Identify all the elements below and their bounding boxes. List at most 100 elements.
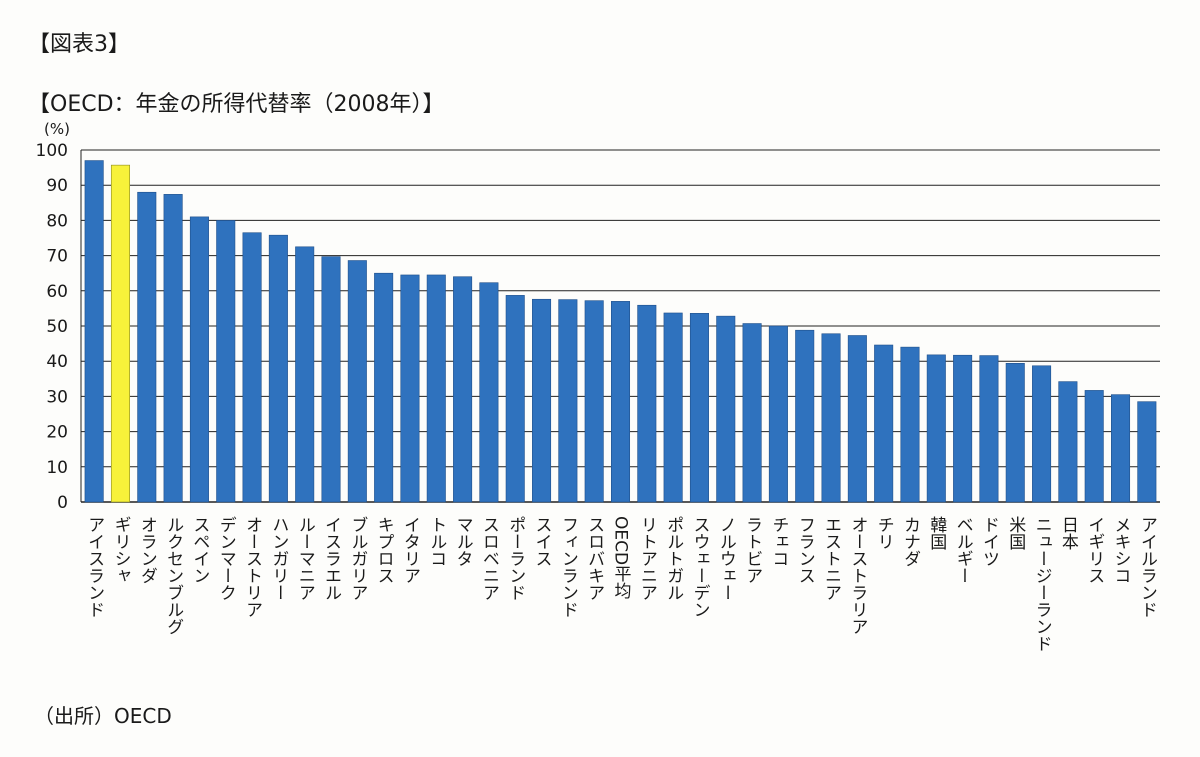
x-tick-label: ドイツ bbox=[979, 516, 999, 567]
bar bbox=[347, 260, 367, 503]
bar bbox=[1032, 365, 1052, 503]
x-tick-label: イスラエル bbox=[321, 516, 341, 601]
x-tick-label: ニュージーランド bbox=[1032, 516, 1052, 652]
bar bbox=[1137, 401, 1157, 503]
bar bbox=[953, 354, 973, 503]
x-tick-label: フランス bbox=[795, 516, 815, 584]
x-tick-label: ポルトガル bbox=[663, 516, 683, 601]
x-tick-label: ギリシャ bbox=[110, 516, 130, 584]
y-axis-unit-label: (%) bbox=[44, 120, 70, 138]
x-tick-labels: アイスランド ギリシャ オランダ ルクセンブルグ スペイン デンマーク オーストリア ハンガリ… bbox=[84, 516, 1157, 652]
bar bbox=[216, 220, 236, 503]
x-tick-label: ベルギー bbox=[953, 516, 973, 584]
bar bbox=[1111, 394, 1131, 503]
x-tick-label: ルーマニア bbox=[295, 516, 315, 601]
x-tick-label: フィンランド bbox=[558, 516, 578, 618]
y-tick-labels: 0 10 20 30 40 50 60 70 80 90 100 bbox=[36, 141, 68, 513]
bar bbox=[847, 335, 867, 503]
bar bbox=[768, 325, 788, 503]
x-tick-label: キプロス bbox=[374, 516, 394, 584]
x-tick-label: スイス bbox=[532, 516, 552, 567]
bar bbox=[189, 216, 209, 503]
x-tick-label: スロバキア bbox=[584, 516, 604, 601]
bar bbox=[479, 282, 499, 503]
bar bbox=[321, 256, 341, 503]
x-tick-label: デンマーク bbox=[216, 516, 236, 601]
bar bbox=[874, 344, 894, 503]
x-tick-label: ハンガリー bbox=[268, 516, 288, 601]
bar bbox=[295, 246, 315, 503]
x-tick-label: スペイン bbox=[189, 516, 209, 584]
bar bbox=[926, 354, 946, 503]
bar bbox=[137, 191, 157, 503]
y-tick-label: 80 bbox=[46, 211, 68, 231]
x-tick-label: マルタ bbox=[453, 516, 473, 567]
y-tick-label: 30 bbox=[46, 387, 68, 407]
x-tick-label: ルクセンブルグ bbox=[163, 516, 183, 635]
x-tick-label: オーストリア bbox=[242, 516, 262, 618]
x-tick-label: ノルウェー bbox=[716, 516, 736, 601]
bar bbox=[584, 300, 604, 503]
bar bbox=[558, 299, 578, 503]
bar bbox=[637, 304, 657, 503]
bar bbox=[795, 329, 815, 503]
y-tick-label: 90 bbox=[46, 176, 68, 196]
chart-title: 【OECD：年金の所得代替率（2008年）】 bbox=[28, 92, 445, 117]
x-tick-label: ブルガリア bbox=[347, 516, 367, 601]
x-tick-label: オランダ bbox=[137, 516, 157, 584]
y-tick-label: 50 bbox=[46, 317, 68, 337]
bar bbox=[426, 274, 446, 503]
x-tick-label: チリ bbox=[874, 516, 894, 550]
bar bbox=[453, 276, 473, 503]
source-note: （出所）OECD bbox=[34, 704, 172, 728]
y-tick-label: 70 bbox=[46, 247, 68, 267]
bar bbox=[742, 323, 762, 503]
bar bbox=[532, 298, 552, 503]
x-tick-label: 米国 bbox=[1005, 516, 1026, 550]
bar bbox=[110, 164, 130, 503]
y-tick-label: 20 bbox=[46, 423, 68, 443]
y-tick-label: 60 bbox=[46, 282, 68, 302]
x-tick-label: OECD平均 bbox=[611, 516, 632, 600]
x-tick-label: チェコ bbox=[768, 516, 788, 567]
bar bbox=[663, 312, 683, 503]
bar bbox=[821, 333, 841, 503]
bar-layer bbox=[84, 160, 1157, 503]
x-tick-label: エストニア bbox=[821, 516, 841, 601]
bar bbox=[84, 160, 104, 503]
y-tick-label: 100 bbox=[36, 141, 68, 161]
x-tick-label: ラトビア bbox=[742, 516, 762, 584]
bar bbox=[374, 272, 394, 503]
bar bbox=[979, 355, 999, 503]
bar bbox=[610, 301, 631, 503]
bar bbox=[689, 313, 709, 503]
x-tick-label: スロベニア bbox=[479, 516, 499, 601]
x-tick-label: スウェーデン bbox=[689, 516, 709, 618]
bar bbox=[505, 295, 525, 503]
x-tick-label: イギリス bbox=[1084, 516, 1104, 584]
x-tick-label: アイルランド bbox=[1137, 516, 1157, 618]
x-tick-label: カナダ bbox=[900, 516, 920, 567]
bar bbox=[1084, 390, 1104, 503]
bar bbox=[1058, 381, 1078, 503]
x-tick-label: トルコ bbox=[426, 516, 446, 567]
bar bbox=[268, 234, 288, 503]
y-tick-label: 40 bbox=[46, 352, 68, 372]
x-tick-label: リトアニア bbox=[637, 516, 657, 601]
y-tick-label: 10 bbox=[46, 458, 68, 478]
bar bbox=[400, 274, 420, 503]
bar bbox=[716, 315, 736, 503]
figure-label: 【図表3】 bbox=[28, 32, 130, 57]
x-tick-label: アイスランド bbox=[84, 516, 104, 618]
bar bbox=[900, 346, 920, 503]
x-tick-label: 韓国 bbox=[926, 516, 947, 550]
x-tick-label: ポーランド bbox=[505, 516, 525, 601]
x-tick-label: イタリア bbox=[400, 516, 420, 584]
y-tick-label: 0 bbox=[57, 493, 68, 513]
x-tick-label: 日本 bbox=[1058, 516, 1079, 550]
bar bbox=[1005, 363, 1025, 503]
x-tick-label: オーストラリア bbox=[847, 516, 867, 635]
x-tick-label: メキシコ bbox=[1111, 516, 1131, 584]
bar bbox=[242, 232, 262, 503]
